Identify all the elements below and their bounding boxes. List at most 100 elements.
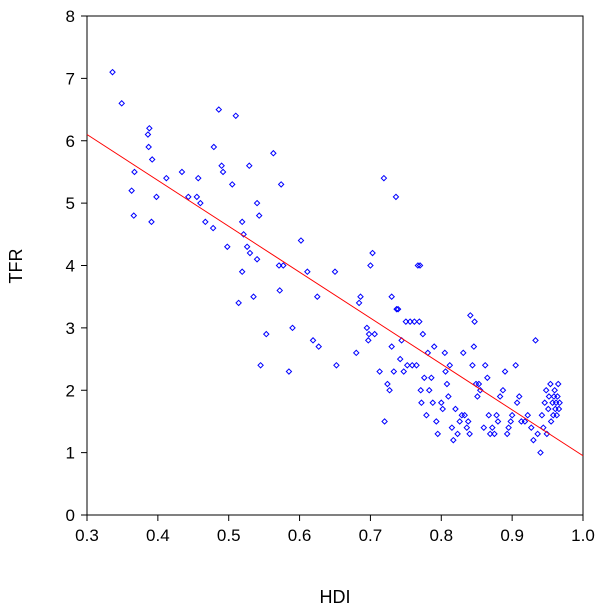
- data-point: [481, 361, 489, 369]
- data-point: [549, 399, 556, 407]
- data-point: [275, 262, 283, 269]
- data-point: [202, 218, 209, 226]
- data-point: [551, 386, 558, 394]
- data-point: [376, 368, 383, 375]
- data-point: [496, 393, 504, 400]
- data-point: [466, 430, 473, 438]
- data-point: [193, 193, 201, 201]
- data-point: [388, 293, 395, 300]
- data-point: [128, 187, 135, 194]
- data-point: [331, 268, 339, 276]
- data-point: [240, 231, 247, 238]
- data-point: [416, 262, 424, 269]
- data-point: [210, 143, 218, 151]
- data-point: [118, 100, 126, 107]
- data-point: [148, 218, 155, 226]
- data-point: [197, 199, 204, 207]
- data-point: [530, 436, 537, 444]
- x-axis-title: HDI: [320, 587, 351, 607]
- x-tick-label: 1.0: [571, 526, 595, 545]
- data-point: [507, 418, 515, 425]
- data-point: [420, 374, 428, 382]
- data-point: [365, 330, 373, 338]
- x-tick-label: 0.8: [429, 526, 453, 545]
- data-point: [270, 149, 277, 157]
- y-axis-ticks: 0 1 2 3 4 5 6 7 8: [66, 7, 87, 525]
- data-point: [456, 418, 464, 425]
- data-point: [464, 418, 472, 425]
- x-tick-label: 0.5: [217, 526, 241, 545]
- data-point: [463, 424, 471, 431]
- data-point: [508, 411, 516, 419]
- data-point: [257, 361, 264, 369]
- data-point: [428, 374, 435, 382]
- data-point: [371, 330, 378, 338]
- data-point: [285, 368, 293, 375]
- data-point: [386, 386, 393, 394]
- data-point: [549, 411, 557, 419]
- data-point: [246, 249, 254, 257]
- data-point: [443, 380, 451, 388]
- data-point: [434, 430, 442, 438]
- data-point: [146, 124, 153, 132]
- data-point: [209, 224, 217, 232]
- data-point: [515, 393, 523, 400]
- data-point: [289, 324, 296, 332]
- data-point: [223, 243, 231, 251]
- y-tick-label: 8: [66, 7, 75, 26]
- data-point: [459, 349, 467, 357]
- data-point: [423, 411, 430, 419]
- data-point: [279, 262, 287, 269]
- data-point: [403, 361, 411, 369]
- data-point: [439, 405, 447, 413]
- x-tick-label: 0.7: [359, 526, 383, 545]
- data-point: [153, 193, 160, 201]
- data-points: [109, 68, 563, 456]
- data-point: [469, 361, 476, 369]
- data-point: [555, 405, 563, 413]
- data-point: [228, 181, 236, 188]
- data-point: [461, 411, 468, 419]
- data-point: [499, 386, 507, 394]
- data-point: [433, 418, 440, 425]
- data-point: [363, 324, 371, 332]
- data-point: [503, 430, 511, 438]
- data-point: [554, 380, 562, 388]
- data-point: [417, 386, 425, 394]
- data-point: [491, 430, 498, 438]
- data-point: [313, 293, 321, 300]
- data-point: [437, 399, 445, 407]
- y-tick-label: 1: [66, 444, 75, 463]
- data-point: [392, 193, 400, 201]
- data-point: [554, 393, 561, 400]
- data-point: [255, 212, 263, 219]
- data-point: [524, 411, 532, 419]
- data-point: [277, 181, 285, 188]
- data-point: [163, 174, 170, 182]
- data-point: [400, 368, 408, 375]
- data-point: [408, 361, 416, 369]
- data-point: [553, 411, 561, 419]
- data-point: [547, 418, 555, 425]
- data-point: [470, 343, 478, 350]
- data-point: [476, 386, 484, 394]
- data-point: [250, 293, 257, 300]
- data-point: [480, 424, 488, 431]
- data-point: [232, 112, 240, 120]
- data-point: [521, 418, 529, 425]
- data-point: [416, 318, 423, 325]
- data-point: [219, 168, 227, 176]
- data-point: [541, 399, 549, 407]
- data-point: [367, 262, 374, 269]
- data-point: [235, 299, 242, 307]
- data-point: [419, 330, 427, 338]
- data-point: [544, 405, 552, 413]
- data-point: [238, 218, 246, 226]
- plot-frame: [86, 15, 584, 516]
- data-point: [552, 399, 560, 407]
- data-point: [384, 380, 391, 388]
- data-point: [309, 337, 317, 344]
- data-point: [450, 436, 457, 444]
- data-point: [474, 393, 481, 400]
